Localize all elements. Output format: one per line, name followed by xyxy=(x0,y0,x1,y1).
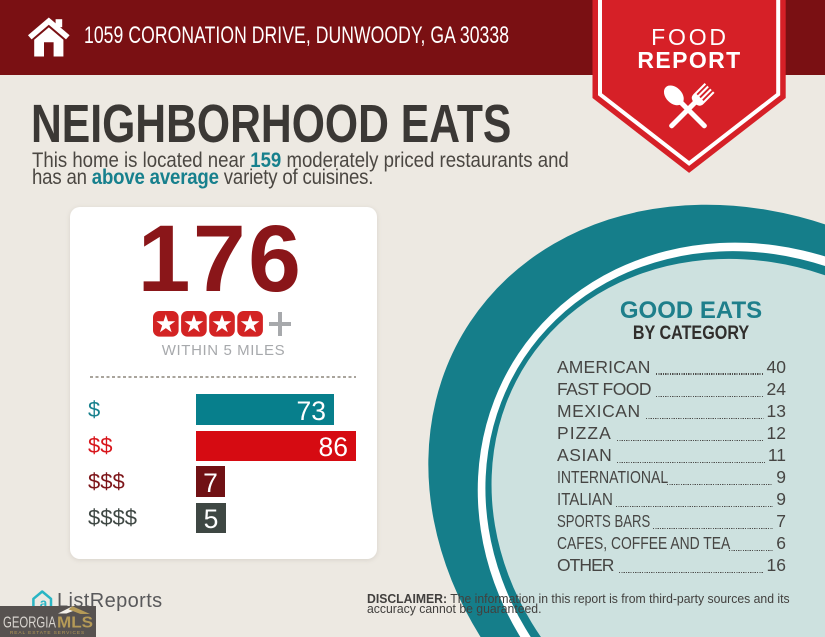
svg-text:MLS: MLS xyxy=(57,615,93,632)
svg-text:REPORT: REPORT xyxy=(637,47,741,73)
svg-text:GEORGIA: GEORGIA xyxy=(3,615,56,632)
svg-text:FOOD: FOOD xyxy=(651,24,729,50)
svg-text:a: a xyxy=(40,596,48,610)
svg-text:REAL ESTATE SERVICES: REAL ESTATE SERVICES xyxy=(10,630,85,636)
